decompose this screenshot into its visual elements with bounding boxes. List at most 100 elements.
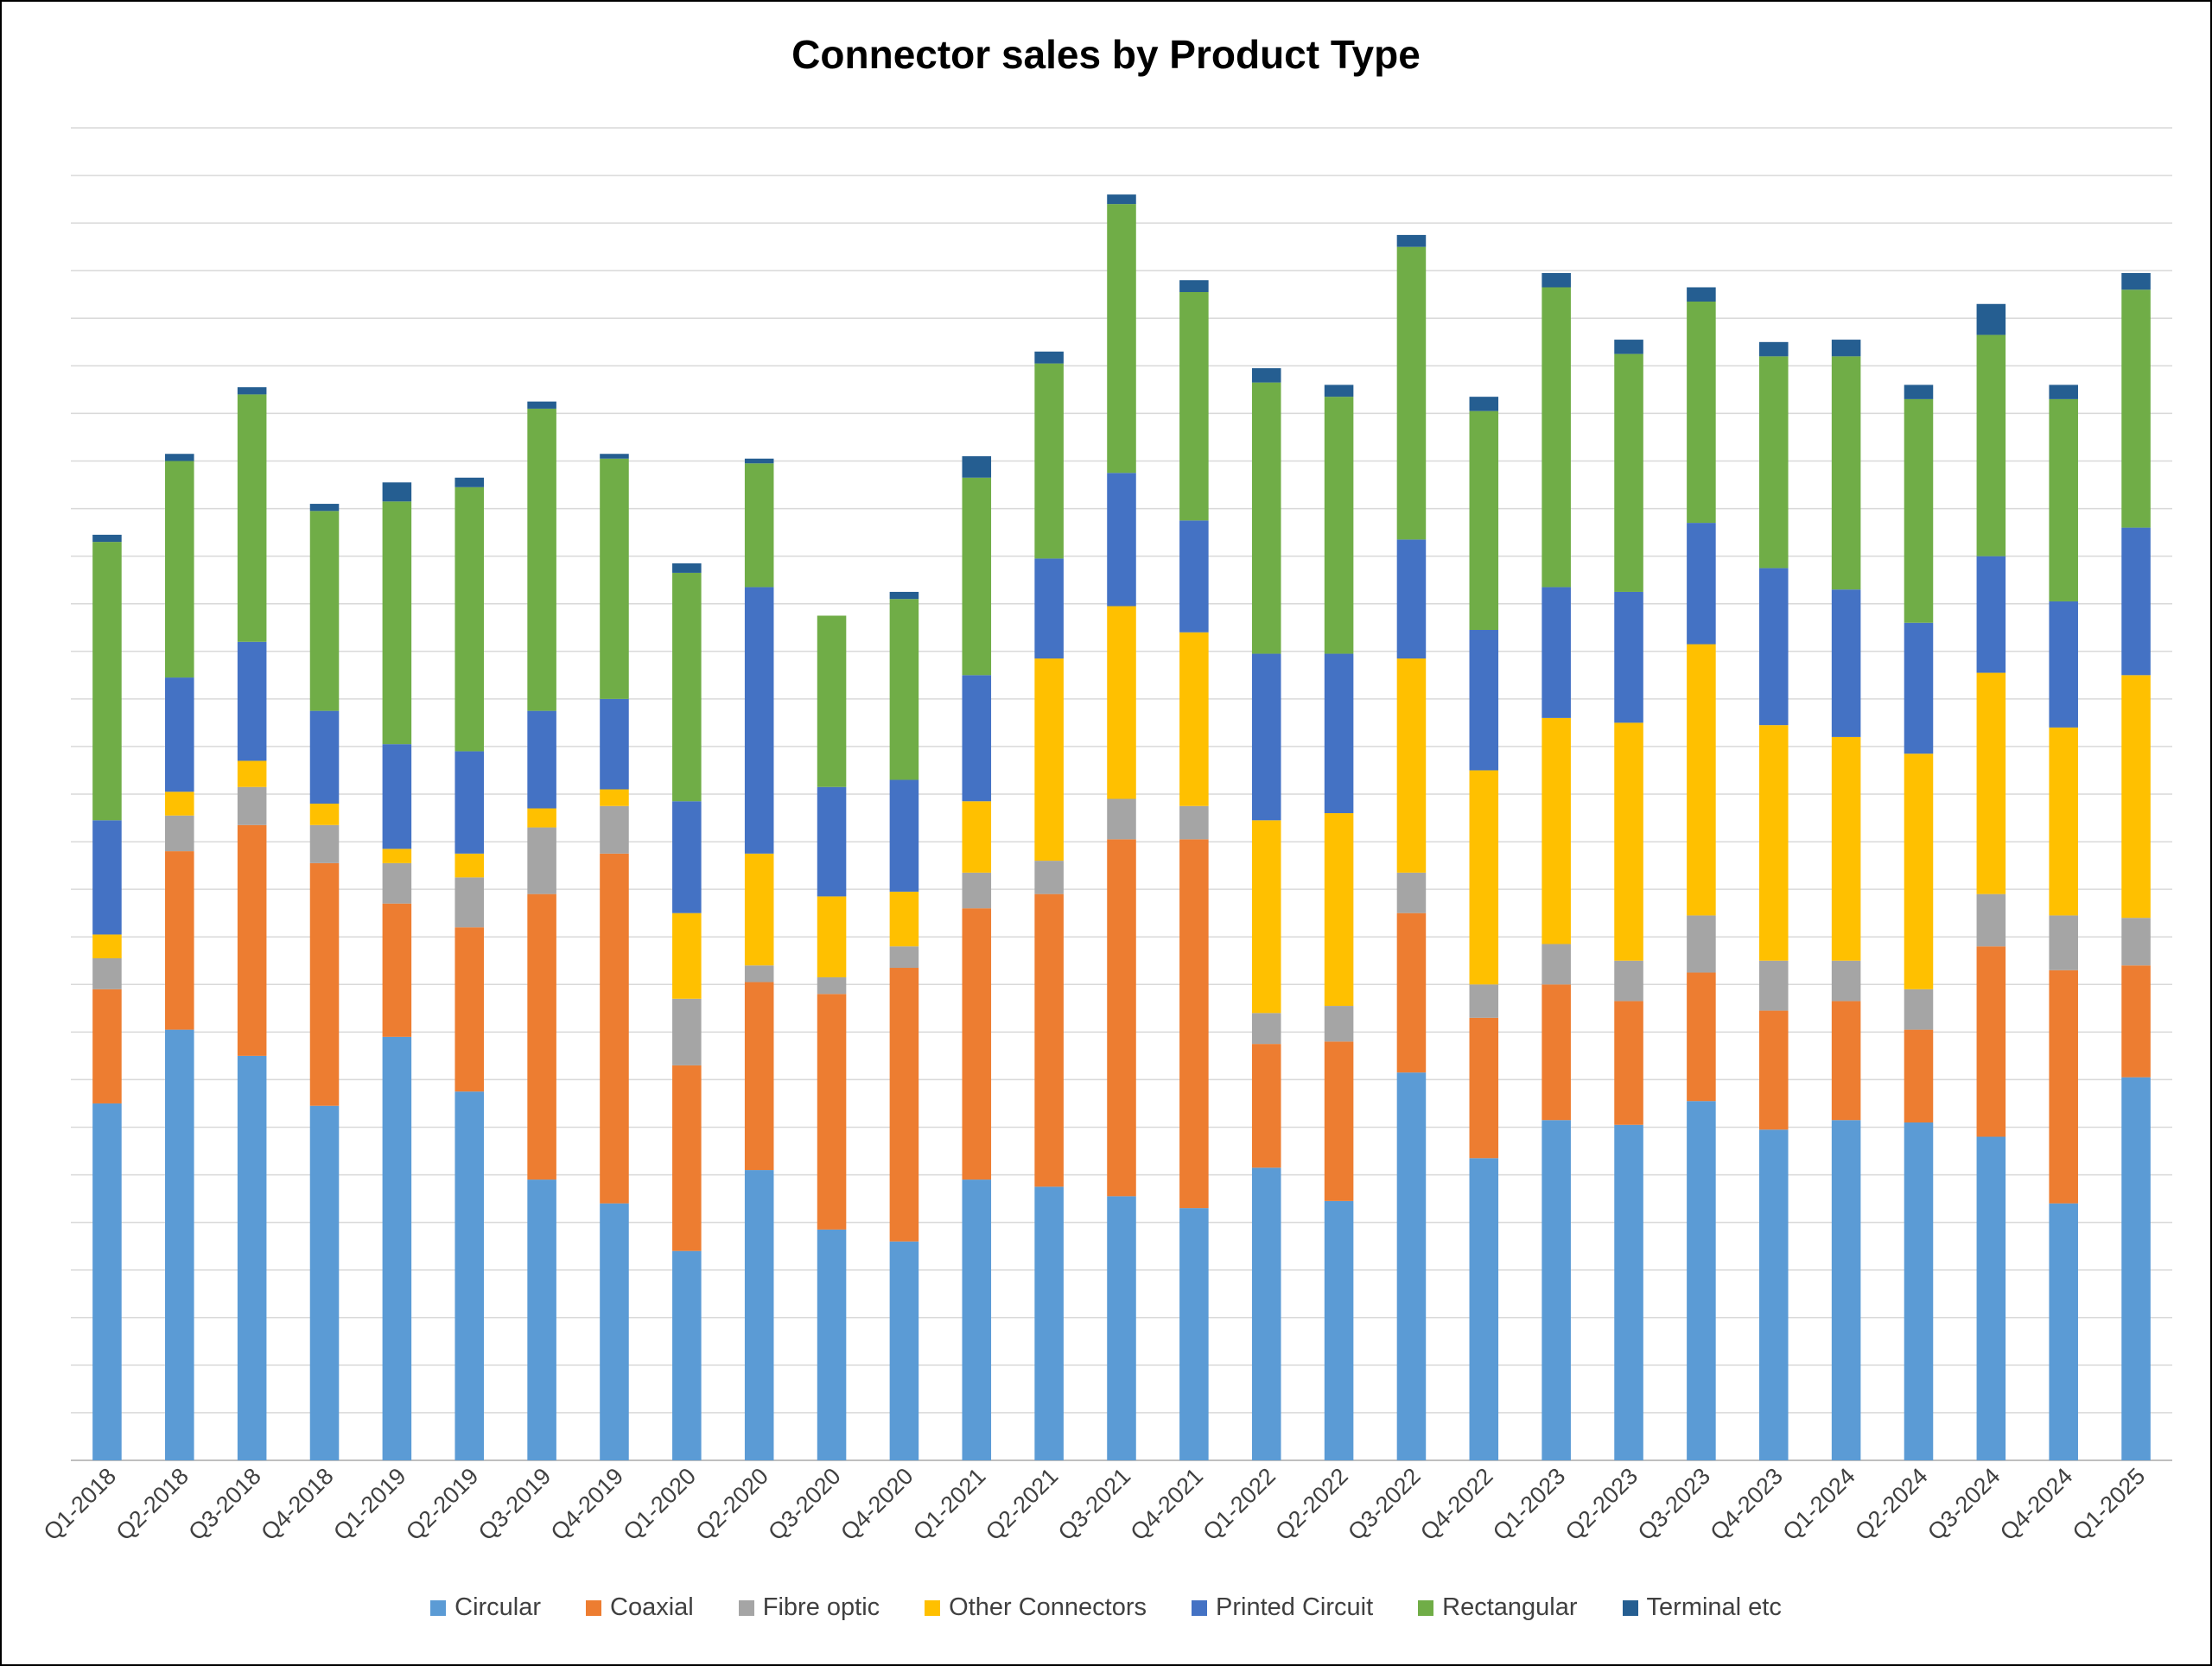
bar-segment	[1831, 356, 1861, 590]
bar-stack	[1107, 194, 1136, 1460]
bar-segment	[817, 896, 847, 978]
x-tick-label: Q2-2019	[401, 1463, 484, 1546]
bar-stack	[1831, 340, 1861, 1460]
bar-segment	[92, 1103, 122, 1460]
bar-segment	[744, 965, 774, 982]
bar-segment	[1758, 356, 1789, 569]
bar-segment	[1396, 658, 1427, 873]
bar-segment	[2049, 601, 2078, 728]
bar-stack	[1034, 351, 1064, 1460]
bar-segment	[1179, 291, 1209, 521]
legend-swatch	[1418, 1599, 1434, 1616]
bar-segment	[1469, 984, 1499, 1018]
bar-segment	[1251, 1167, 1281, 1460]
bar-segment	[1541, 287, 1571, 588]
bar-segment	[1541, 587, 1571, 718]
x-tick-label: Q3-2021	[1053, 1463, 1136, 1546]
bar-segment	[1758, 725, 1789, 961]
bar-segment	[1251, 368, 1281, 383]
bar-segment	[1179, 280, 1209, 292]
bar-stack	[1324, 385, 1354, 1460]
bar-segment	[1614, 340, 1643, 354]
bar-segment	[382, 862, 412, 904]
x-tick-label: Q3-2020	[763, 1463, 846, 1546]
bar-segment	[1107, 473, 1136, 607]
x-tick-label: Q3-2018	[183, 1463, 266, 1546]
bar-stack	[237, 387, 267, 1460]
bar-segment	[1904, 398, 1934, 623]
bar-segment	[309, 824, 340, 863]
bar-segment	[92, 820, 122, 935]
bar-segment	[165, 792, 194, 816]
x-tick-label: Q2-2020	[690, 1463, 773, 1546]
bar-segment	[744, 463, 774, 588]
bar-stack	[527, 401, 556, 1460]
bar-segment	[672, 1250, 702, 1460]
bar-segment	[1687, 972, 1716, 1102]
x-tick-label: Q1-2025	[2068, 1463, 2151, 1546]
bar-segment	[962, 801, 992, 873]
bar-segment	[2049, 398, 2078, 601]
bar-segment	[1687, 523, 1716, 645]
bar-segment	[1976, 303, 2006, 335]
bar-segment	[527, 1180, 556, 1460]
bar-segment	[92, 534, 122, 543]
bar-stack	[1976, 303, 2006, 1460]
bar-segment	[237, 1055, 267, 1460]
legend-item: Printed Circuit	[1192, 1593, 1373, 1622]
bar-segment	[1324, 397, 1354, 654]
bar-segment	[817, 994, 847, 1230]
x-tick-label: Q1-2020	[619, 1463, 702, 1546]
x-tick-label: Q4-2023	[1705, 1463, 1788, 1546]
legend-swatch	[430, 1599, 447, 1616]
bar-segment	[1758, 1010, 1789, 1130]
x-tick-label: Q4-2022	[1415, 1463, 1498, 1546]
bar-segment	[1396, 1072, 1427, 1460]
legend-swatch	[1622, 1599, 1638, 1616]
legend-item: Rectangular	[1418, 1593, 1578, 1622]
bar-segment	[527, 827, 556, 894]
bar-segment	[1396, 912, 1427, 1073]
bar-segment	[165, 851, 194, 1030]
bar-segment	[1541, 984, 1571, 1121]
bar-segment	[744, 853, 774, 966]
bar-stack	[1251, 368, 1281, 1460]
bar-segment	[1831, 1001, 1861, 1121]
bar-segment	[1034, 558, 1064, 659]
bar-stack	[1904, 385, 1934, 1460]
bar-segment	[1904, 754, 1934, 989]
bar-segment	[1469, 630, 1499, 771]
legend-label: Rectangular	[1442, 1593, 1578, 1621]
bar-segment	[92, 934, 122, 958]
bar-segment	[237, 824, 267, 1056]
bar-segment	[382, 903, 412, 1037]
bar-segment	[165, 461, 194, 678]
bar-segment	[2121, 289, 2151, 528]
bar-segment	[1904, 385, 1934, 399]
bar-stack	[817, 615, 847, 1460]
legend-item: Other Connectors	[925, 1593, 1147, 1622]
bar-segment	[2049, 385, 2078, 399]
bar-segment	[1179, 805, 1209, 840]
bar-segment	[165, 1029, 194, 1460]
x-tick-label: Q1-2021	[908, 1463, 991, 1546]
bar-segment	[1541, 1120, 1571, 1460]
bar-segment	[817, 1229, 847, 1460]
bar-segment	[1904, 622, 1934, 754]
bar-segment	[1758, 1129, 1789, 1460]
bar-segment	[889, 968, 919, 1242]
bar-segment	[1324, 1006, 1354, 1042]
x-tick-label: Q2-2021	[981, 1463, 1064, 1546]
bar-stack	[382, 482, 412, 1460]
bar-segment	[1396, 539, 1427, 659]
bar-segment	[600, 853, 629, 1204]
bar-segment	[600, 1203, 629, 1460]
bar-segment	[600, 698, 629, 790]
bar-segment	[1687, 915, 1716, 973]
bar-segment	[1469, 1017, 1499, 1159]
x-tick-label: Q3-2022	[1343, 1463, 1426, 1546]
bar-segment	[309, 804, 340, 825]
x-tick-label: Q2-2023	[1560, 1463, 1643, 1546]
